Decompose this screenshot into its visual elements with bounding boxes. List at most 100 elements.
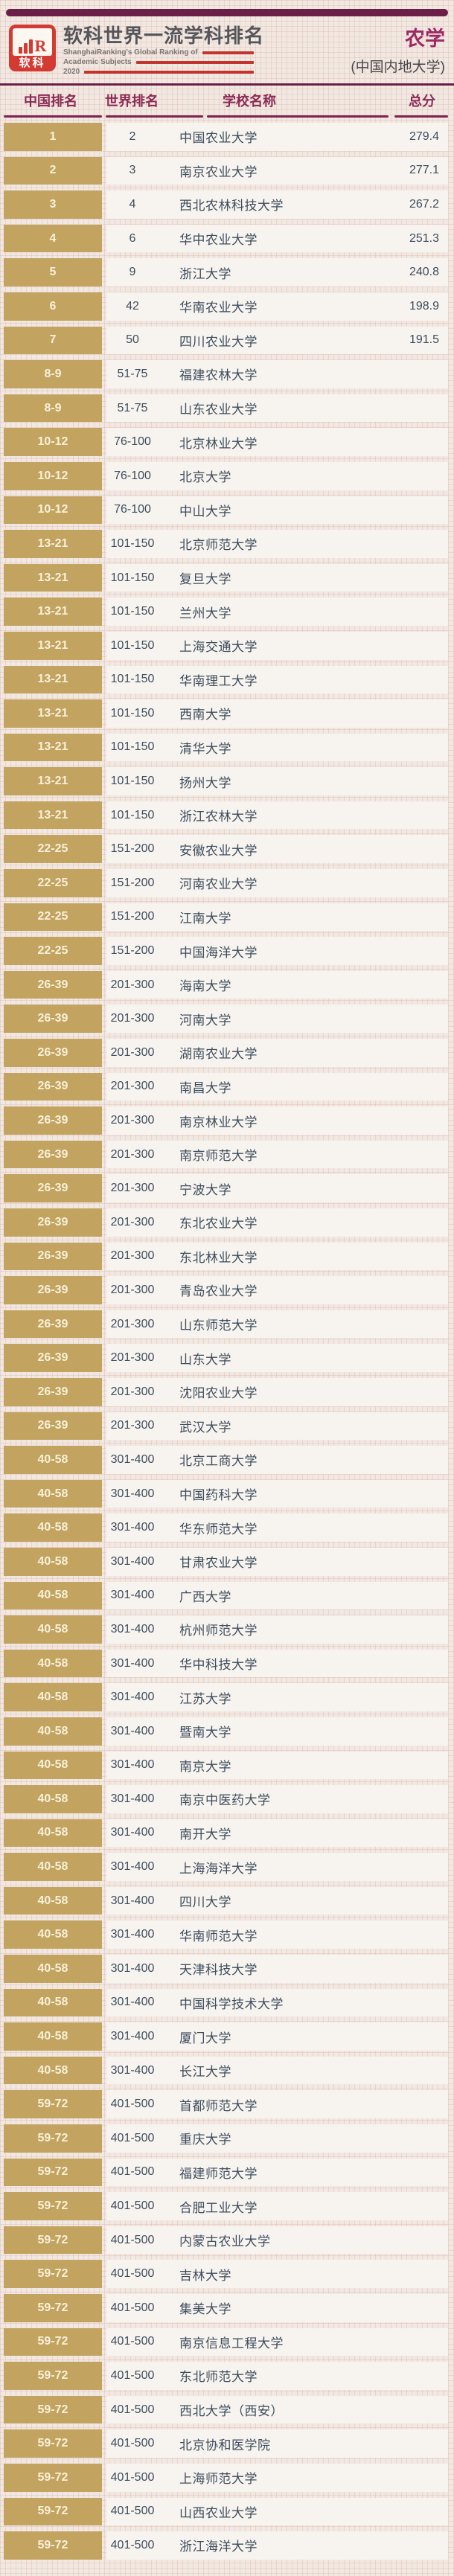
school-name-cell: 江苏大学 xyxy=(179,1691,231,1706)
table-row: 59-72 401-500 上海师范大学 xyxy=(0,2463,454,2492)
subject-block: 农学 (中国内地大学) xyxy=(351,25,445,76)
school-name-cell: 东北师范大学 xyxy=(179,2370,258,2385)
world-rank-cell: 201-300 xyxy=(110,1317,155,1330)
cn-rank-cell: 40-58 xyxy=(4,1446,102,1474)
world-rank-cell: 301-400 xyxy=(110,1487,155,1500)
cn-rank-cell: 59-72 xyxy=(4,2294,102,2322)
table-row: 13-21 101-150 西南大学 xyxy=(0,699,454,728)
school-name-cell: 四川农业大学 xyxy=(179,334,258,349)
school-name-cell: 四川大学 xyxy=(179,1895,231,1910)
world-rank-cell: 401-500 xyxy=(110,2165,155,2179)
ranking-title: 软科世界一流学科排名 xyxy=(63,25,265,47)
score-cell: 191.5 xyxy=(409,333,439,347)
table-row: 59-72 401-500 内蒙古农业大学 xyxy=(0,2226,454,2255)
world-rank-cell: 9 xyxy=(129,266,136,279)
world-rank-cell: 301-400 xyxy=(110,1622,155,1635)
school-name-cell: 浙江海洋大学 xyxy=(179,2540,258,2554)
table-row: 13-21 101-150 浙江农林大学 xyxy=(0,801,454,830)
school-name-cell: 南京农业大学 xyxy=(179,164,258,179)
school-name-cell: 扬州大学 xyxy=(179,775,231,790)
ranking-infographic: R 软科 软科世界一流学科排名 ShanghaiRanking's Global… xyxy=(0,9,454,2560)
school-name-cell: 山西农业大学 xyxy=(179,2505,258,2520)
red-rule xyxy=(202,51,254,54)
school-name-cell: 福建农林大学 xyxy=(179,368,258,383)
school-name-cell: 上海师范大学 xyxy=(179,2472,258,2487)
header-brand-block: R 软科 软科世界一流学科排名 ShanghaiRanking's Global… xyxy=(9,25,264,76)
cn-rank-cell: 8-9 xyxy=(4,360,102,388)
shanghairanking-logo: R 软科 xyxy=(9,25,56,71)
school-name-cell: 南京林业大学 xyxy=(179,1115,258,1130)
school-name-cell: 华南农业大学 xyxy=(179,301,258,315)
cn-rank-cell: 26-39 xyxy=(4,1276,102,1304)
table-row: 10-12 76-100 中山大学 xyxy=(0,496,454,525)
cn-rank-cell: 40-58 xyxy=(4,1615,102,1644)
cn-rank-cell: 40-58 xyxy=(4,1955,102,1983)
cn-rank-cell: 40-58 xyxy=(4,1547,102,1576)
cn-rank-cell: 26-39 xyxy=(4,1005,102,1034)
cn-rank-cell: 26-39 xyxy=(4,1310,102,1339)
school-name-cell: 浙江大学 xyxy=(179,266,231,281)
table-row: 40-58 301-400 四川大学 xyxy=(0,1886,454,1915)
world-rank-cell: 301-400 xyxy=(110,1521,155,1534)
table-row: 59-72 401-500 首都师范大学 xyxy=(0,2090,454,2119)
cn-rank-cell: 26-39 xyxy=(4,1242,102,1271)
world-rank-cell: 401-500 xyxy=(110,2368,155,2382)
subtitle-line-1: ShanghaiRanking's Global Ranking of xyxy=(63,48,254,57)
cn-rank-cell: 26-39 xyxy=(4,1140,102,1169)
column-header-cn-rank: 中国排名 xyxy=(24,94,77,109)
table-row: 7 50 四川农业大学 191.5 xyxy=(0,326,454,355)
table-row: 40-58 301-400 华南师范大学 xyxy=(0,1920,454,1949)
cn-rank-cell: 59-72 xyxy=(4,2395,102,2424)
subtitle-line-2: Academic Subjects xyxy=(63,58,254,66)
cn-rank-cell: 59-72 xyxy=(4,2124,102,2153)
world-rank-cell: 76-100 xyxy=(114,503,151,516)
cn-rank-cell: 13-21 xyxy=(4,597,102,626)
table-row: 22-25 151-200 河南农业大学 xyxy=(0,869,454,897)
school-name-cell: 青岛农业大学 xyxy=(179,1284,258,1299)
school-name-cell: 江南大学 xyxy=(179,911,231,926)
table-row: 26-39 201-300 东北农业大学 xyxy=(0,1208,454,1237)
cn-rank-cell: 13-21 xyxy=(4,767,102,795)
school-name-cell: 浙江农林大学 xyxy=(179,810,258,824)
cn-rank-cell: 22-25 xyxy=(4,869,102,897)
cn-rank-cell: 26-39 xyxy=(4,1208,102,1237)
school-name-cell: 重庆大学 xyxy=(179,2133,231,2147)
cn-rank-cell: 13-21 xyxy=(4,801,102,830)
cn-rank-cell: 59-72 xyxy=(4,2531,102,2560)
world-rank-cell: 101-150 xyxy=(110,706,155,720)
score-cell: 279.4 xyxy=(409,129,439,143)
table-row: 13-21 101-150 扬州大学 xyxy=(0,767,454,795)
cn-rank-cell: 22-25 xyxy=(4,903,102,932)
world-rank-cell: 51-75 xyxy=(117,401,148,414)
cn-rank-cell: 40-58 xyxy=(4,1479,102,1508)
world-rank-cell: 201-300 xyxy=(110,1419,155,1432)
table-row: 13-21 101-150 华南理工大学 xyxy=(0,665,454,694)
school-name-cell: 北京协和医学院 xyxy=(179,2438,271,2452)
bar-chart-icon: R xyxy=(13,28,52,56)
logo-brand-text: 软科 xyxy=(19,57,46,69)
table-row: 22-25 151-200 安徽农业大学 xyxy=(0,835,454,864)
cn-rank-cell: 40-58 xyxy=(4,1785,102,1813)
cn-rank-cell: 40-58 xyxy=(4,1513,102,1542)
world-rank-cell: 401-500 xyxy=(110,2098,155,2111)
table-row: 26-39 201-300 东北林业大学 xyxy=(0,1242,454,1271)
table-row: 1 2 中国农业大学 279.4 xyxy=(0,123,454,151)
table-row: 26-39 201-300 海南大学 xyxy=(0,970,454,999)
cn-rank-cell: 7 xyxy=(4,326,102,355)
cn-rank-cell: 13-21 xyxy=(4,563,102,592)
school-name-cell: 南开大学 xyxy=(179,1827,231,1842)
world-rank-cell: 151-200 xyxy=(110,876,155,889)
table-row: 40-58 301-400 华中科技大学 xyxy=(0,1649,454,1678)
cn-rank-cell: 2 xyxy=(4,156,102,185)
world-rank-cell: 401-500 xyxy=(110,2233,155,2246)
school-name-cell: 合肥工业大学 xyxy=(179,2200,258,2215)
cn-rank-cell: 40-58 xyxy=(4,1683,102,1711)
cn-rank-cell: 59-72 xyxy=(4,2226,102,2255)
world-rank-cell: 6 xyxy=(129,231,136,245)
top-accent-bar xyxy=(6,9,448,16)
school-name-cell: 华南师范大学 xyxy=(179,1929,258,1944)
school-name-cell: 山东师范大学 xyxy=(179,1319,258,1333)
cn-rank-cell: 13-21 xyxy=(4,699,102,728)
school-name-cell: 东北林业大学 xyxy=(179,1250,258,1265)
table-row: 40-58 301-400 南京大学 xyxy=(0,1751,454,1780)
